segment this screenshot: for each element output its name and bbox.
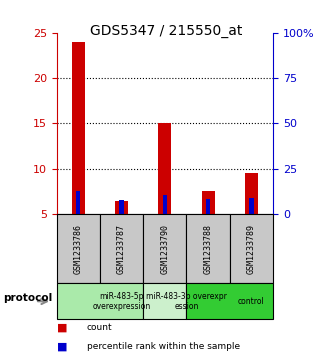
Bar — [115, 200, 128, 214]
Bar — [143, 214, 186, 283]
Text: GDS5347 / 215550_at: GDS5347 / 215550_at — [90, 24, 243, 38]
Text: GSM1233786: GSM1233786 — [74, 224, 83, 274]
Bar — [76, 192, 81, 214]
Bar — [163, 195, 167, 214]
Bar — [186, 283, 273, 319]
Bar — [57, 214, 100, 283]
Bar — [72, 42, 85, 214]
Text: protocol: protocol — [3, 293, 53, 303]
Text: ■: ■ — [57, 323, 67, 333]
Text: control: control — [238, 297, 265, 306]
Bar — [159, 123, 171, 214]
Text: GSM1233787: GSM1233787 — [117, 224, 126, 274]
Text: ■: ■ — [57, 342, 67, 352]
Bar — [186, 214, 230, 283]
Bar — [230, 214, 273, 283]
Text: miR-483-5p
overexpression: miR-483-5p overexpression — [93, 291, 151, 311]
Text: count: count — [87, 323, 112, 332]
Bar — [206, 199, 210, 214]
Bar — [202, 192, 215, 214]
Bar — [57, 283, 143, 319]
Text: GSM1233790: GSM1233790 — [160, 224, 169, 274]
Bar — [245, 174, 258, 214]
Bar — [100, 214, 143, 283]
Text: miR-483-3p overexpr
ession: miR-483-3p overexpr ession — [146, 291, 227, 311]
Text: GSM1233789: GSM1233789 — [247, 224, 256, 274]
Bar — [249, 198, 253, 214]
Text: GSM1233788: GSM1233788 — [203, 224, 213, 274]
Text: percentile rank within the sample: percentile rank within the sample — [87, 342, 240, 351]
Bar — [143, 283, 186, 319]
Bar — [120, 200, 124, 214]
